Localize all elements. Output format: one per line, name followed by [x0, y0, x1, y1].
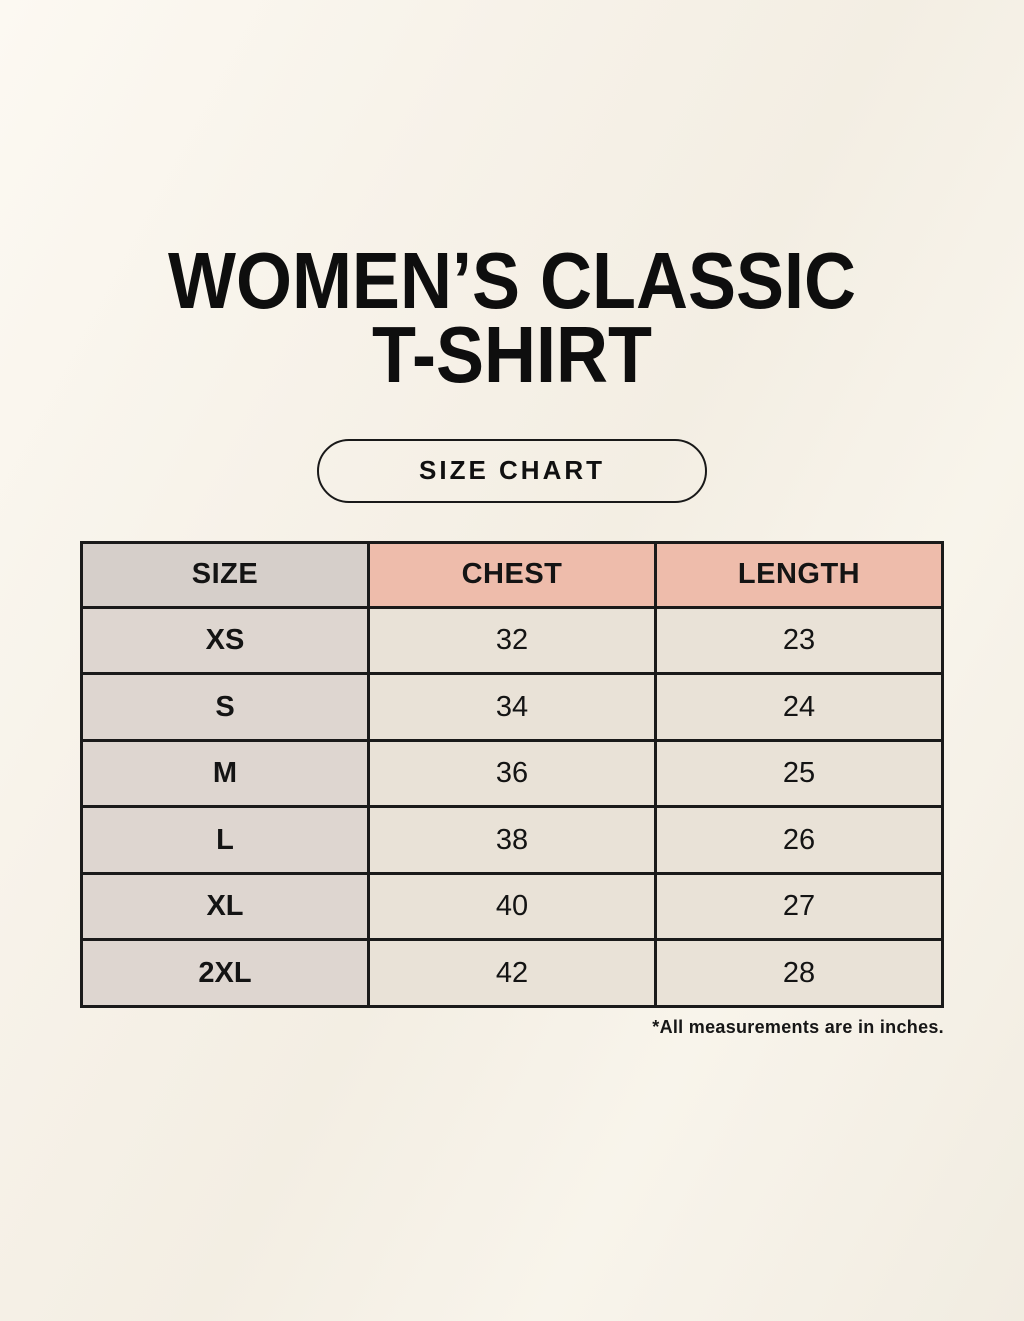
- chest-cell: 42: [367, 938, 657, 1008]
- length-cell: 24: [654, 672, 944, 742]
- chest-cell: 38: [367, 805, 657, 875]
- chest-cell: 32: [367, 605, 657, 676]
- size-chart-badge-label: SIZE CHART: [419, 455, 605, 486]
- length-cell: 26: [654, 805, 944, 875]
- page-title: WOMEN’S CLASSIC T-SHIRT: [51, 236, 973, 400]
- chest-cell: 36: [367, 738, 657, 809]
- size-chart-badge[interactable]: SIZE CHART: [317, 438, 707, 503]
- page-title-line1: WOMEN’S CLASSIC: [167, 236, 856, 325]
- size-cell: M: [80, 738, 370, 809]
- size-cell: S: [80, 672, 370, 742]
- size-chart-table: SIZE CHEST LENGTH XS 32 23 S 34 24 M 36 …: [80, 540, 944, 1008]
- size-cell: XS: [80, 605, 370, 676]
- table-row-m: M 36 25: [80, 738, 944, 809]
- length-cell: 23: [654, 605, 944, 676]
- table-header: SIZE CHEST LENGTH: [80, 540, 944, 609]
- chest-cell: 40: [367, 871, 657, 942]
- size-cell: XL: [80, 871, 370, 942]
- page-title-line2: T-SHIRT: [372, 310, 652, 400]
- size-cell: 2XL: [80, 938, 370, 1008]
- table-row-xl: XL 40 27: [80, 871, 944, 942]
- length-cell: 27: [654, 871, 944, 942]
- chest-cell: 34: [367, 672, 657, 742]
- measurements-footnote: *All measurements are in inches.: [652, 1016, 944, 1037]
- header-row: SIZE CHEST LENGTH: [80, 540, 944, 609]
- header-size: SIZE: [80, 540, 370, 609]
- table-row-l: L 38 26: [80, 805, 944, 875]
- header-length: LENGTH: [654, 540, 944, 609]
- header-chest: CHEST: [367, 540, 657, 609]
- table-row-2xl: 2XL 42 28: [80, 938, 944, 1008]
- table-body: XS 32 23 S 34 24 M 36 25 L 38 26 XL 40: [80, 605, 944, 1008]
- size-cell: L: [80, 805, 370, 875]
- length-cell: 25: [654, 738, 944, 809]
- table-row-s: S 34 24: [80, 672, 944, 742]
- table-row-xs: XS 32 23: [80, 605, 944, 676]
- length-cell: 28: [654, 938, 944, 1008]
